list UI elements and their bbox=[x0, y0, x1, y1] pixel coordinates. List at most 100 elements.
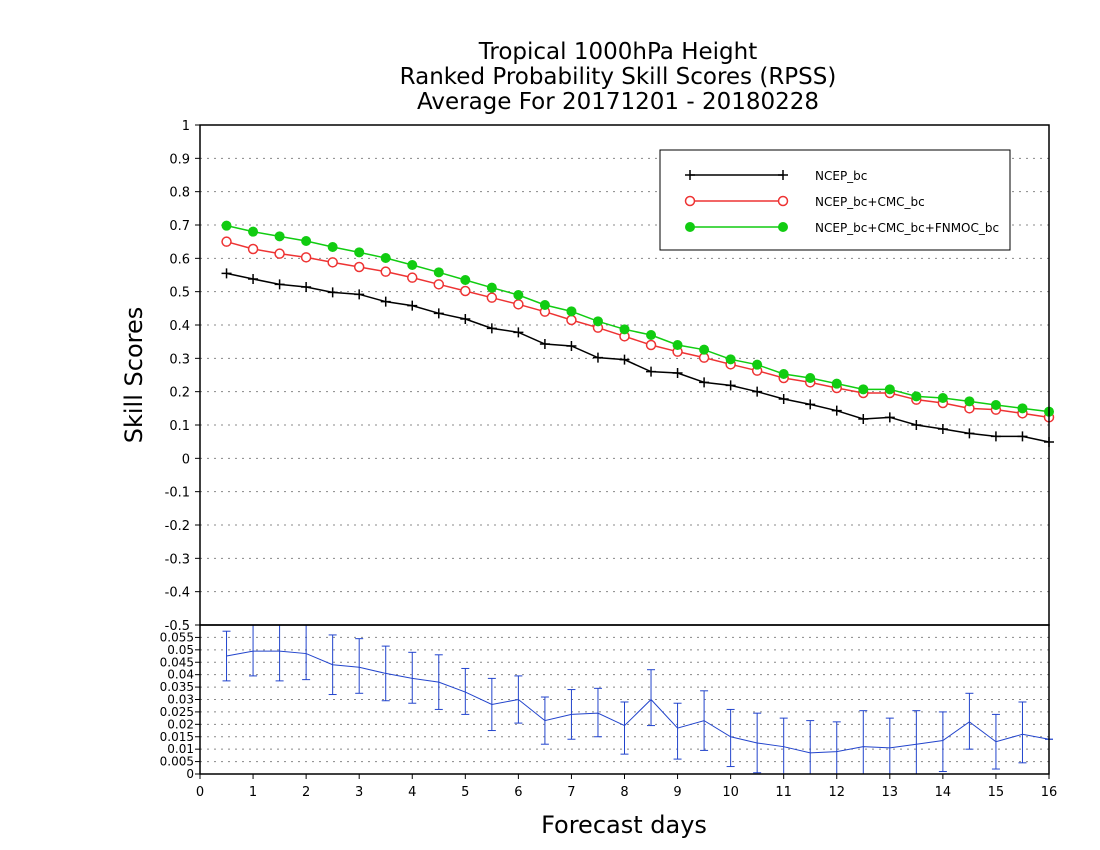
series-0-point-9 bbox=[460, 314, 471, 324]
chart-title-line-1: Tropical 1000hPa Height bbox=[478, 39, 758, 65]
x-tick-label-8: 8 bbox=[620, 785, 628, 800]
series-0-point-5 bbox=[354, 289, 365, 300]
series-0-point-8 bbox=[433, 308, 444, 319]
x-tick-label-1: 1 bbox=[249, 785, 257, 800]
legend-label-ncep-cmc-fnmoc: NCEP_bc+CMC_bc+FNMOC_bc bbox=[815, 221, 999, 235]
series-2-point-22 bbox=[805, 373, 816, 383]
series-0-point-26 bbox=[911, 420, 922, 430]
sub-y-tick-label-11: 0.055 bbox=[160, 630, 194, 644]
main-y-tick-label-9: 0.4 bbox=[169, 319, 190, 334]
series-1-point-9 bbox=[460, 285, 471, 297]
series-1-point-1 bbox=[247, 243, 259, 255]
series-0-point-24 bbox=[858, 414, 869, 424]
series-0-point-15 bbox=[619, 354, 630, 365]
series-line-2 bbox=[226, 224, 1050, 413]
series-2-point-24 bbox=[858, 384, 869, 395]
chart-title-line-2: Ranked Probability Skill Scores (RPSS) bbox=[400, 64, 837, 90]
x-tick-label-7: 7 bbox=[567, 785, 575, 800]
chart-title-line-3: Average For 20171201 - 20180228 bbox=[417, 89, 819, 115]
series-2-point-8 bbox=[433, 267, 444, 278]
legend-marker-ncep-cmc-left bbox=[684, 195, 696, 207]
series-2-point-18 bbox=[699, 344, 710, 355]
series-1-point-11 bbox=[513, 299, 524, 310]
series-2-point-14 bbox=[592, 316, 603, 327]
sub-y-tick-label-5: 0.025 bbox=[160, 705, 194, 719]
legend-marker-ncep-cmc-fnmoc-right bbox=[778, 222, 788, 232]
main-y-tick-label-14: 0.9 bbox=[169, 152, 190, 167]
main-y-tick-label-5: 0 bbox=[182, 452, 190, 467]
series-line-0 bbox=[226, 272, 1050, 443]
series-2-point-17 bbox=[672, 340, 683, 350]
legend-marker-ncep-cmc-fnmoc-left bbox=[685, 222, 695, 232]
series-2-point-9 bbox=[460, 275, 471, 285]
series-0-point-27 bbox=[937, 424, 948, 434]
series-0-point-28 bbox=[964, 428, 975, 439]
series-0-point-11 bbox=[513, 327, 524, 338]
legend-label-ncep-cmc: NCEP_bc+CMC_bc bbox=[815, 195, 925, 209]
series-2-point-19 bbox=[725, 354, 736, 365]
main-y-tick-label-1: -0.4 bbox=[165, 586, 190, 601]
x-axis-label: Forecast days bbox=[541, 811, 707, 839]
series-2-point-0 bbox=[221, 220, 232, 231]
series-2-point-5 bbox=[354, 247, 365, 258]
sub-y-tick-label-4: 0.02 bbox=[167, 717, 194, 731]
series-0-point-10 bbox=[486, 323, 497, 334]
legend-box bbox=[659, 149, 1011, 251]
series-2-point-3 bbox=[301, 236, 312, 246]
main-y-tick-label-4: -0.1 bbox=[165, 486, 190, 501]
series-0-point-3 bbox=[301, 282, 312, 292]
x-tick-label-14: 14 bbox=[935, 785, 952, 800]
series-2-point-11 bbox=[513, 290, 524, 300]
series-0-point-1 bbox=[248, 274, 259, 284]
main-series bbox=[221, 220, 1055, 447]
x-tick-label-3: 3 bbox=[355, 785, 363, 800]
x-tick-label-15: 15 bbox=[988, 785, 1005, 800]
series-2-point-26 bbox=[911, 391, 922, 402]
sub-y-tick-label-8: 0.04 bbox=[167, 668, 194, 682]
series-2-point-2 bbox=[274, 231, 285, 242]
axes-ticks: -0.5 -0.4 -0.3 -0.2 -0.1 0 0.1 0.2 0.3 0.4 0.5 0.6 0… bbox=[160, 119, 1058, 800]
series-1-point-4 bbox=[327, 257, 338, 268]
series-2-point-23 bbox=[831, 378, 842, 389]
sub-y-tick-label-7: 0.035 bbox=[160, 680, 194, 694]
series-2-point-13 bbox=[566, 306, 577, 317]
series-2-point-6 bbox=[380, 253, 391, 263]
series-0-point-2 bbox=[274, 279, 285, 290]
y-axis-label: Skill Scores bbox=[120, 307, 148, 444]
series-0-point-30 bbox=[1017, 431, 1028, 442]
series-1-point-2 bbox=[274, 248, 285, 259]
x-tick-label-4: 4 bbox=[408, 785, 416, 800]
main-y-tick-label-8: 0.3 bbox=[169, 352, 190, 367]
sub-grid bbox=[200, 636, 1049, 763]
series-2-point-10 bbox=[486, 282, 497, 293]
series-0-point-29 bbox=[990, 431, 1001, 442]
series-1-point-13 bbox=[566, 314, 577, 326]
main-y-tick-label-13: 0.8 bbox=[169, 186, 190, 201]
difference-line bbox=[226, 650, 1050, 754]
series-0-point-4 bbox=[327, 287, 338, 298]
series-0-point-0 bbox=[221, 268, 232, 279]
x-tick-label-10: 10 bbox=[722, 785, 739, 800]
x-tick-label-2: 2 bbox=[302, 785, 310, 800]
series-0-point-20 bbox=[752, 386, 763, 397]
series-0-point-21 bbox=[778, 394, 789, 404]
sub-y-tick-label-2: 0.01 bbox=[167, 742, 194, 756]
series-2-point-15 bbox=[619, 324, 630, 335]
sub-y-tick-label-1: 0.005 bbox=[160, 755, 194, 769]
series-1-point-7 bbox=[407, 272, 418, 283]
series-0-point-14 bbox=[592, 352, 603, 363]
series-2-point-21 bbox=[778, 369, 789, 379]
legend-label-ncep-bc: NCEP_bc bbox=[815, 169, 867, 183]
series-0-point-22 bbox=[805, 399, 816, 410]
legend-entry-ncep-cmc: NCEP_bc+CMC_bc bbox=[684, 195, 925, 209]
legend: NCEP_bc NCEP_bc+CMC_bc NCEP_bc+CMC_bc+FN… bbox=[659, 149, 1011, 251]
x-tick-label-12: 12 bbox=[828, 785, 845, 800]
series-2-point-1 bbox=[248, 226, 259, 237]
main-y-tick-label-15: 1 bbox=[182, 119, 190, 134]
series-2-point-25 bbox=[884, 384, 895, 395]
sub-y-tick-label-9: 0.045 bbox=[160, 655, 194, 669]
series-0-point-19 bbox=[725, 380, 736, 391]
series-1-point-3 bbox=[300, 252, 312, 263]
legend-entry-ncep-bc: NCEP_bc bbox=[685, 169, 867, 183]
